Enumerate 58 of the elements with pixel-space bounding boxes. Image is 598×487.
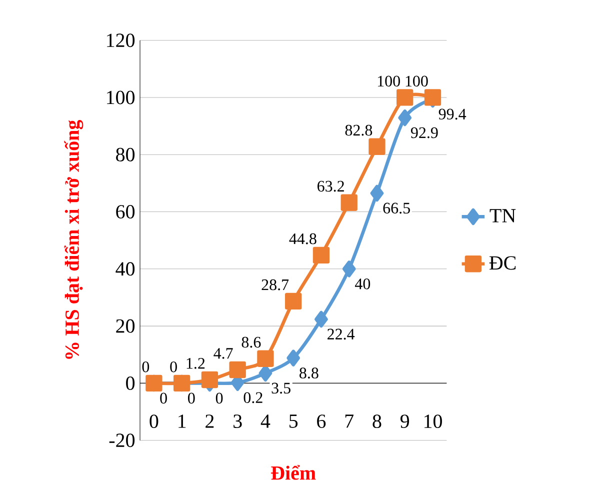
y-axis-title: % HS đạt điểm xi trở xuống xyxy=(64,120,84,359)
legend-label: TN xyxy=(490,209,516,222)
x-tick-label: 4 xyxy=(260,414,270,428)
x-tick-label: 10 xyxy=(424,414,442,428)
y-tick-label: 100 xyxy=(107,90,135,104)
x-tick-label: 1 xyxy=(178,414,186,428)
x-axis-title: Điểm xyxy=(271,465,316,480)
point xyxy=(201,371,218,388)
point xyxy=(340,194,358,211)
x-tick-label: 7 xyxy=(345,414,354,428)
data-label: 92.9 xyxy=(410,127,438,138)
data-label: 0 xyxy=(188,392,195,404)
y-tick-label: 60 xyxy=(116,205,135,219)
y-tick-label: 40 xyxy=(116,262,135,276)
x-tick-label: 8 xyxy=(372,414,382,428)
data-label: 99.4 xyxy=(438,108,466,120)
data-label: 0.2 xyxy=(244,392,262,404)
data-label: 40 xyxy=(355,278,370,290)
x-tick-label: 0 xyxy=(150,414,158,428)
y-tick-label: -20 xyxy=(109,434,135,448)
point xyxy=(285,292,302,310)
data-label: 3.5 xyxy=(272,382,290,394)
y-tick-label: 80 xyxy=(116,148,135,162)
data-label: 22.4 xyxy=(328,328,355,340)
point xyxy=(229,361,246,378)
data-label: 4.7 xyxy=(214,348,233,359)
point xyxy=(257,350,274,367)
data-label: 100 xyxy=(406,76,428,87)
data-label: 63.2 xyxy=(318,180,344,192)
data-label: 0 xyxy=(160,392,167,404)
x-tick-label: 9 xyxy=(400,414,410,428)
y-tick-label: 20 xyxy=(116,319,135,333)
point xyxy=(342,260,356,278)
data-label: 28.7 xyxy=(262,279,289,290)
x-tick-label: 5 xyxy=(290,414,298,428)
x-tick-label: 6 xyxy=(317,414,326,428)
y-tick-label: 0 xyxy=(126,376,135,390)
data-label: 66.5 xyxy=(383,202,410,214)
point xyxy=(370,184,384,202)
data-label: 8.6 xyxy=(242,336,261,348)
point xyxy=(312,246,330,264)
point xyxy=(368,138,386,155)
point xyxy=(286,350,300,366)
data-label: 0 xyxy=(216,392,223,404)
data-label: 1.2 xyxy=(186,358,205,369)
data-label: 0 xyxy=(170,361,177,372)
y-tick-label: 120 xyxy=(107,34,135,48)
point xyxy=(398,109,412,126)
x-tick-label: 3 xyxy=(234,414,242,428)
data-label: 100 xyxy=(378,76,400,87)
data-label: 0 xyxy=(142,361,150,372)
data-label: 82.8 xyxy=(345,124,372,136)
data-label: 8.8 xyxy=(300,368,318,379)
data-label: 44.8 xyxy=(289,233,316,244)
point xyxy=(314,310,328,328)
point xyxy=(396,89,414,106)
legend-label: ĐC xyxy=(489,256,516,270)
x-tick-label: 2 xyxy=(206,414,214,428)
